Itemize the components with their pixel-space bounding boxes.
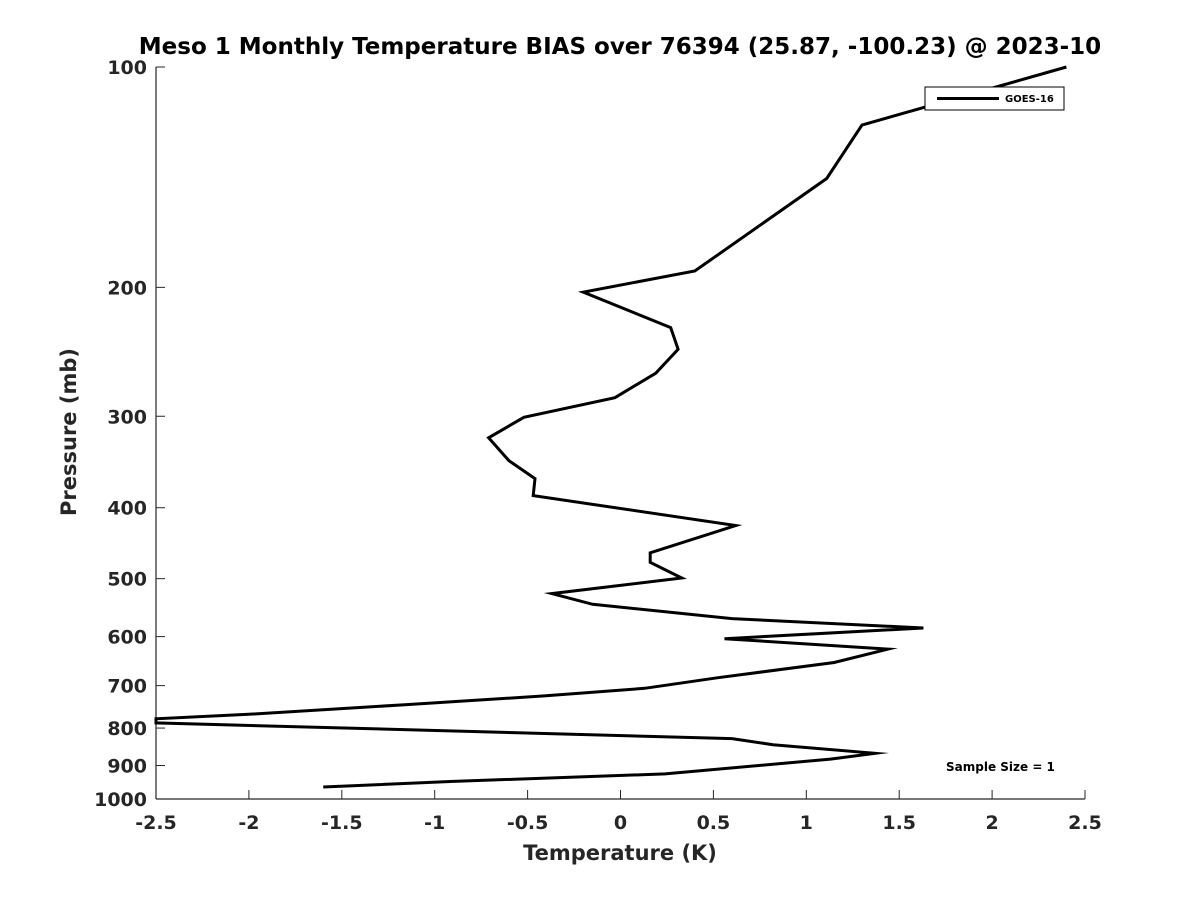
- y-tick-label: 800: [107, 718, 147, 740]
- x-tick-label: 2.5: [1068, 812, 1102, 834]
- y-axis-label: Pressure (mb): [57, 348, 81, 516]
- legend-label-goes-16: GOES-16: [1005, 94, 1054, 105]
- y-tick-label: 700: [107, 676, 147, 698]
- chart-title: Meso 1 Monthly Temperature BIAS over 763…: [139, 34, 1101, 60]
- y-tick-label: 200: [107, 277, 147, 299]
- y-tick-label: 900: [107, 756, 147, 778]
- x-axis-label: Temperature (K): [523, 841, 717, 865]
- y-tick-label: 400: [107, 498, 147, 520]
- x-tick-label: 1.5: [882, 812, 916, 834]
- y-tick-label: 500: [107, 569, 147, 591]
- y-tick-label: 300: [107, 406, 147, 428]
- x-tick-label: 2: [985, 812, 998, 834]
- axes: -2.5 -2 -1.5 -1 -0.5 0 0.5 1 1.5 2 2.5 100 200 300 400…: [94, 57, 1102, 834]
- x-tick-label: -0.5: [507, 812, 549, 834]
- sample-size-annotation: Sample Size = 1: [946, 760, 1055, 774]
- y-tick-label: 600: [107, 627, 147, 649]
- series-layer: [154, 65, 1067, 789]
- y-tick-label: 1000: [94, 789, 147, 811]
- series-line-goes-16: [154, 65, 1067, 789]
- x-tick-label: 0.5: [697, 812, 731, 834]
- x-tick-label: -2: [238, 812, 259, 834]
- x-tick-label: -1.5: [321, 812, 363, 834]
- x-tick-label: 0: [614, 812, 627, 834]
- y-tick-label: 100: [107, 57, 147, 79]
- x-tick-label: -1: [424, 812, 445, 834]
- x-tick-label: -2.5: [135, 812, 177, 834]
- x-tick-label: 1: [800, 812, 813, 834]
- legend: GOES-16: [924, 86, 1065, 111]
